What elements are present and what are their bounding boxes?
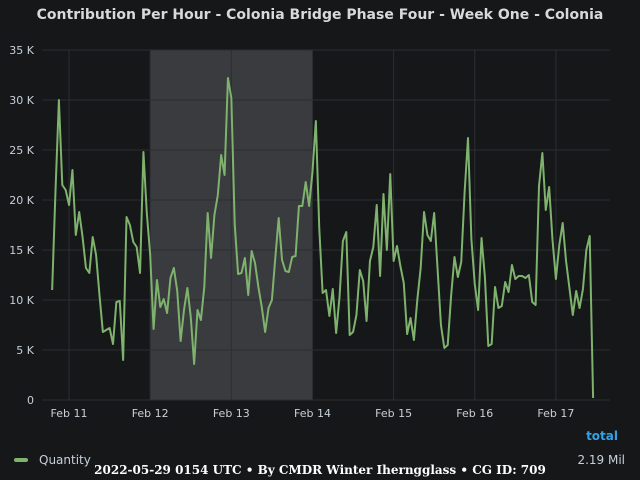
x-tick-label: Feb 14 xyxy=(294,407,331,420)
y-tick-label: 25 K xyxy=(9,144,34,157)
y-tick-label: 30 K xyxy=(9,94,34,107)
line-chart: 05 K10 K15 K20 K25 K30 K35 K Feb 11 Feb 1… xyxy=(9,44,610,420)
y-tick-label: 5 K xyxy=(16,344,34,357)
x-tick-label: Feb 12 xyxy=(132,407,169,420)
footer-credit: 2022-05-29 0154 UTC • By CMDR Winter Ihe… xyxy=(94,463,546,477)
series-line-quantity xyxy=(51,77,595,399)
y-tick-label: 20 K xyxy=(9,194,34,207)
y-axis: 0 5 K 10 K 15 K 20 K 25 K 30 K 35 K xyxy=(9,44,34,407)
x-axis: Feb 11 Feb 12 Feb 13 Feb 14 Feb 15 Feb 16 Feb … xyxy=(51,407,575,420)
x-tick-label: Feb 11 xyxy=(51,407,88,420)
legend-swatch xyxy=(14,458,28,462)
y-tick-label: 10 K xyxy=(9,294,34,307)
x-tick-label: Feb 16 xyxy=(456,407,493,420)
legend-item-quantity[interactable]: Quantity xyxy=(14,453,91,467)
x-tick-label: Feb 15 xyxy=(375,407,412,420)
y-tick-label: 0 xyxy=(27,394,34,407)
x-tick-label: Feb 17 xyxy=(537,407,574,420)
y-tick-label: 35 K xyxy=(9,44,34,57)
legend-series-total: 2.19 Mil xyxy=(577,453,625,467)
legend-total-header[interactable]: total xyxy=(586,429,618,443)
chart-title: Contribution Per Hour - Colonia Bridge P… xyxy=(36,7,604,23)
y-tick-label: 15 K xyxy=(9,244,34,257)
x-tick-label: Feb 13 xyxy=(213,407,250,420)
legend-series-name: Quantity xyxy=(39,453,91,467)
series-layer xyxy=(51,77,595,399)
grid xyxy=(42,49,610,401)
legend: total Quantity 2.19 Mil xyxy=(0,428,640,468)
